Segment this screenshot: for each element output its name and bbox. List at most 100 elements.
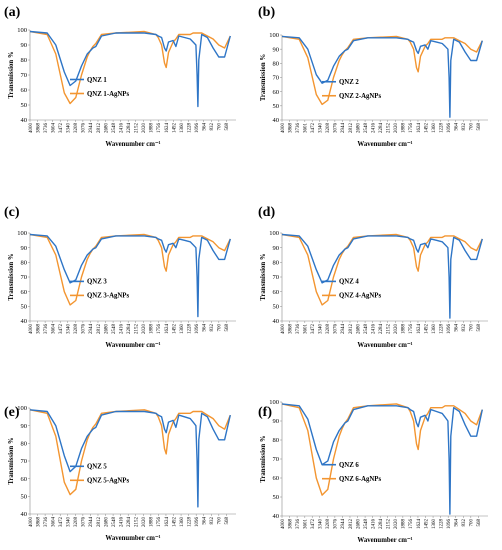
x-tick-label: 1756 xyxy=(409,123,414,134)
x-tick-label: 1096 xyxy=(195,123,200,134)
x-axis-title: Wavenumber cm⁻¹ xyxy=(357,141,412,148)
x-tick-label: 2548 xyxy=(364,324,369,335)
x-tick-label: 2548 xyxy=(112,123,117,134)
y-tick-label: 60 xyxy=(21,289,28,296)
y-tick-label: 80 xyxy=(273,437,280,444)
y-tick-label: 60 xyxy=(273,475,280,482)
y-tick-label: 50 xyxy=(273,103,280,110)
x-tick-label: 2416 xyxy=(119,517,124,528)
legend-label-2: QNZ 4-AgNPs xyxy=(339,293,381,300)
x-tick-label: 1360 xyxy=(432,123,437,134)
chart-panel-6: (f) 40 50 60 70 80 90 100 4000 3868 3736 3601 3472 33… xyxy=(258,399,488,544)
x-tick-label: 2416 xyxy=(119,123,124,134)
chart-panel-5: (e) 40 50 60 70 80 90 100 4000 3868 3736 3604 3472 33… xyxy=(4,405,236,542)
x-tick-label: 3472 xyxy=(311,123,316,134)
x-tick-label: 2020 xyxy=(142,324,147,335)
x-tick-label: 3604 xyxy=(51,324,56,335)
panel-label: (c) xyxy=(4,205,20,220)
chart-panel-4: (d) 40 50 60 70 80 90 100 4000 3868 3736 3601 3472 33… xyxy=(258,205,488,349)
x-tick-label: 4000 xyxy=(29,123,34,134)
chart-panel-2: (b) 40 50 60 70 80 90 100 4000 3868 3736 3601 3472 33… xyxy=(258,5,488,148)
x-tick-label: 2020 xyxy=(142,517,147,528)
series-line-1 xyxy=(29,233,231,318)
x-tick-label: 1228 xyxy=(187,324,192,335)
x-tick-label: 2284 xyxy=(127,517,132,528)
legend-label-2: QNZ 5-AgNPs xyxy=(87,478,129,485)
x-tick-label: 1888 xyxy=(402,519,407,530)
x-tick-label: 2416 xyxy=(371,324,376,335)
x-tick-label: 3868 xyxy=(288,324,293,335)
x-tick-label: 2944 xyxy=(89,123,94,134)
y-tick-label: 50 xyxy=(273,304,280,311)
y-tick-label: 90 xyxy=(273,46,280,53)
x-tick-label: 2944 xyxy=(341,519,346,530)
x-tick-label: 1228 xyxy=(187,123,192,134)
x-tick-label: 2680 xyxy=(356,324,361,335)
legend-label-1: QNZ 6 xyxy=(339,462,359,469)
legend-label-2: QNZ 6-AgNPs xyxy=(339,476,381,483)
series-line-1 xyxy=(281,403,483,515)
x-tick-label: 1096 xyxy=(447,123,452,134)
series-line-1 xyxy=(29,409,231,508)
y-axis-title: Transmission % xyxy=(8,437,15,484)
y-tick-label: 100 xyxy=(17,230,27,237)
series-line-1 xyxy=(281,35,483,118)
y-tick-label: 70 xyxy=(21,458,28,465)
x-tick-label: 964 xyxy=(203,324,208,332)
y-axis-title: Transmission % xyxy=(260,54,267,101)
x-tick-label: 1096 xyxy=(195,517,200,528)
y-tick-label: 80 xyxy=(21,260,28,267)
x-axis-title: Wavenumber cm⁻¹ xyxy=(105,342,160,349)
x-tick-label: 3604 xyxy=(51,517,56,528)
x-tick-label: 1360 xyxy=(180,324,185,335)
legend-label-2: QNZ 3-AgNPs xyxy=(87,293,129,300)
x-tick-label: 2680 xyxy=(104,324,109,335)
x-tick-label: 832 xyxy=(462,519,467,527)
x-tick-label: 3076 xyxy=(82,324,87,335)
y-tick-label: 70 xyxy=(273,274,280,281)
x-tick-label: 832 xyxy=(210,123,215,131)
x-tick-label: 1756 xyxy=(157,324,162,335)
x-tick-label: 1888 xyxy=(150,324,155,335)
panel-label: (f) xyxy=(258,405,272,420)
x-tick-label: 964 xyxy=(455,519,460,527)
y-tick-label: 80 xyxy=(21,57,28,64)
x-tick-label: 4000 xyxy=(281,324,286,335)
x-tick-label: 2284 xyxy=(127,123,132,134)
legend-label-1: QNZ 5 xyxy=(87,464,107,471)
x-tick-label: 2152 xyxy=(135,324,140,335)
x-tick-label: 3868 xyxy=(288,123,293,134)
x-tick-label: 3340 xyxy=(319,519,324,530)
x-tick-label: 2020 xyxy=(142,123,147,134)
x-tick-label: 700 xyxy=(218,324,223,332)
y-tick-label: 70 xyxy=(21,72,28,79)
x-tick-label: 3472 xyxy=(311,324,316,335)
x-tick-label: 1360 xyxy=(180,517,185,528)
x-tick-label: 700 xyxy=(470,324,475,332)
y-tick-label: 70 xyxy=(273,456,280,463)
x-tick-label: 1624 xyxy=(165,324,170,335)
y-tick-label: 60 xyxy=(273,289,280,296)
x-tick-label: 3601 xyxy=(304,324,309,335)
x-axis-title: Wavenumber cm⁻¹ xyxy=(105,141,160,148)
x-tick-label: 3736 xyxy=(44,123,49,134)
x-tick-label: 2548 xyxy=(112,324,117,335)
legend-label-1: QNZ 2 xyxy=(339,79,359,86)
x-tick-label: 2812 xyxy=(349,324,354,335)
x-tick-label: 4000 xyxy=(281,519,286,530)
legend-label-1: QNZ 4 xyxy=(339,279,359,286)
x-tick-label: 1624 xyxy=(165,123,170,134)
panel-label: (a) xyxy=(4,5,21,20)
x-tick-label: 3340 xyxy=(67,123,72,134)
y-tick-label: 90 xyxy=(273,418,280,425)
x-tick-label: 2416 xyxy=(371,519,376,530)
x-tick-label: 2548 xyxy=(112,517,117,528)
x-tick-label: 1096 xyxy=(195,324,200,335)
x-tick-label: 1492 xyxy=(424,123,429,134)
legend-label-1: QNZ 3 xyxy=(87,279,107,286)
y-tick-label: 100 xyxy=(269,230,279,237)
x-tick-label: 1756 xyxy=(157,123,162,134)
panel-label: (b) xyxy=(258,5,275,20)
y-tick-label: 60 xyxy=(21,87,28,94)
x-tick-label: 1228 xyxy=(187,517,192,528)
